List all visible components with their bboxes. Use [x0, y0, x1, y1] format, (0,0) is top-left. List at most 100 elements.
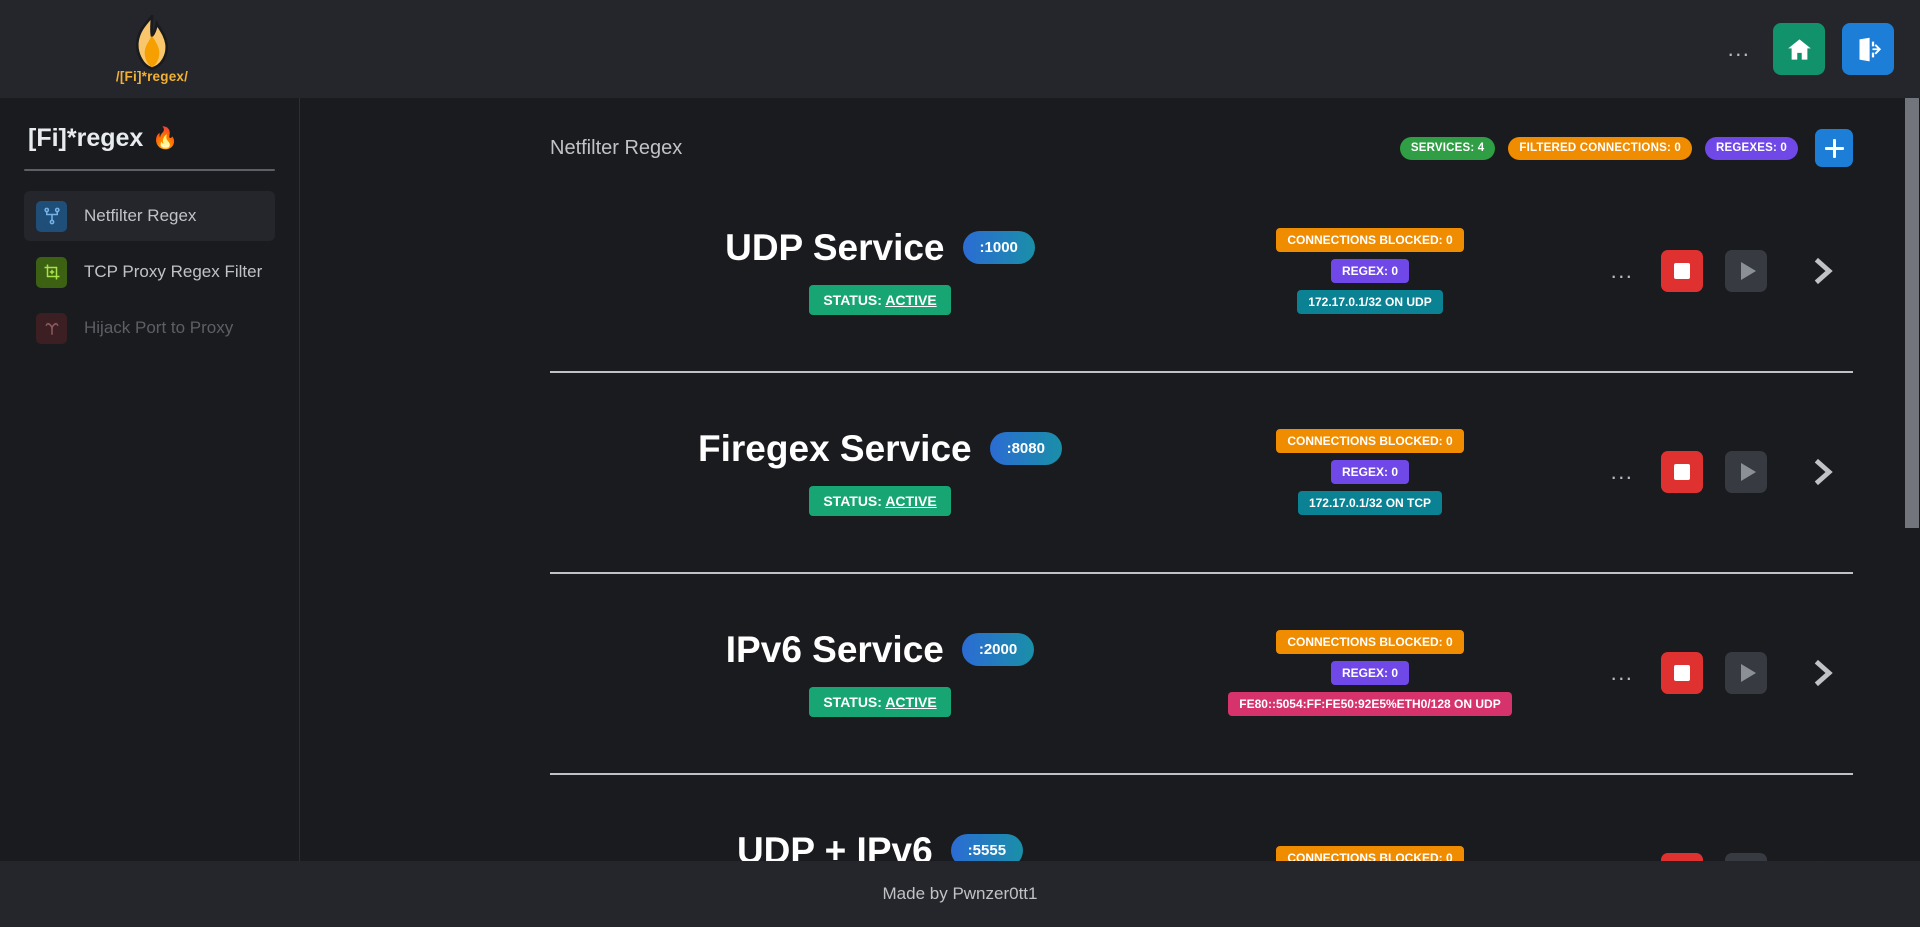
- service-actions: ...: [1530, 449, 1853, 495]
- stop-service-button[interactable]: [1661, 450, 1703, 493]
- regex-count-badge: REGEX: 0: [1330, 258, 1409, 283]
- service-more-button[interactable]: ...: [1605, 455, 1639, 489]
- flame-icon: [135, 14, 169, 70]
- service-row: UDP + IPv6 :5555 STATUS: ACTIVE CONNECTI…: [300, 773, 1905, 861]
- sidebar-title-text: [Fi]*regex: [28, 124, 144, 152]
- logout-icon: [1859, 37, 1881, 61]
- service-details-button[interactable]: [1799, 248, 1845, 294]
- service-name: Firegex Service: [698, 427, 972, 469]
- service-status-prefix: STATUS:: [823, 492, 886, 509]
- service-more-button[interactable]: ...: [1605, 656, 1639, 690]
- service-actions: ...: [1530, 650, 1853, 696]
- connections-blocked-badge: CONNECTIONS BLOCKED: 0: [1276, 629, 1464, 654]
- service-target-badge: 172.17.0.1/32 ON UDP: [1297, 289, 1443, 314]
- stop-icon: [1674, 463, 1690, 480]
- status-badge-services: SERVICES: 4: [1399, 136, 1496, 160]
- start-service-button: [1725, 651, 1767, 694]
- stop-service-button[interactable]: [1661, 852, 1703, 861]
- flame-emoji-icon: 🔥: [152, 126, 179, 150]
- brand-text: /[Fi]*regex/: [115, 68, 189, 84]
- service-status-prefix: STATUS:: [823, 693, 886, 710]
- main-content: Netfilter Regex SERVICES: 4 FILTERED CON…: [300, 98, 1905, 861]
- sidebar-item-label: Hijack Port to Proxy: [84, 318, 234, 337]
- regex-count-badge: REGEX: 0: [1330, 660, 1409, 685]
- service-row: UDP Service :1000 STATUS: ACTIVE CONNECT…: [300, 170, 1905, 371]
- app-logo[interactable]: /[Fi]*regex/: [0, 0, 300, 98]
- status-badge-filtered-connections: FILTERED CONNECTIONS: 0: [1508, 136, 1692, 160]
- service-status-badge[interactable]: STATUS: ACTIVE: [809, 485, 951, 516]
- page-header-badges: SERVICES: 4 FILTERED CONNECTIONS: 0 REGE…: [1399, 129, 1853, 167]
- service-port-badge: :5555: [950, 834, 1024, 861]
- service-stats: CONNECTIONS BLOCKED: 0 REGEX: 0 172.17.0…: [1210, 428, 1530, 515]
- sidebar: [Fi]*regex 🔥 Netfilter Regex TCP Proxy R…: [0, 98, 300, 861]
- service-port-badge: :2000: [961, 633, 1035, 666]
- service-stats: CONNECTIONS BLOCKED: 0 REGEX: 0 172.17.0…: [1210, 227, 1530, 314]
- service-actions: ...: [1530, 851, 1853, 861]
- service-more-button[interactable]: ...: [1605, 254, 1639, 288]
- service-name: UDP + IPv6: [736, 829, 933, 862]
- start-service-button: [1725, 852, 1767, 861]
- branch-arrows-icon: [36, 312, 67, 344]
- service-identity: IPv6 Service :2000 STATUS: ACTIVE: [550, 629, 1210, 717]
- service-identity: Firegex Service :8080 STATUS: ACTIVE: [550, 428, 1210, 516]
- stop-icon: [1674, 262, 1690, 279]
- service-port-badge: :8080: [989, 432, 1062, 465]
- status-badge-regexes: REGEXES: 0: [1704, 136, 1798, 160]
- service-status-value[interactable]: ACTIVE: [885, 492, 937, 509]
- service-actions: ...: [1530, 248, 1853, 294]
- connections-blocked-badge: CONNECTIONS BLOCKED: 0: [1276, 846, 1464, 861]
- service-stats: CONNECTIONS BLOCKED: 0 REGEX: 0: [1210, 846, 1530, 861]
- sidebar-item-netfilter-regex[interactable]: Netfilter Regex: [24, 191, 275, 241]
- service-status-badge[interactable]: STATUS: ACTIVE: [809, 686, 951, 717]
- logout-button[interactable]: [1842, 23, 1894, 75]
- home-button[interactable]: [1773, 23, 1825, 75]
- service-status-prefix: STATUS:: [823, 291, 886, 308]
- chevron-right-icon: [1814, 458, 1833, 485]
- stop-service-button[interactable]: [1661, 249, 1703, 292]
- connections-blocked-badge: CONNECTIONS BLOCKED: 0: [1276, 227, 1464, 252]
- netfilter-icon: [36, 200, 67, 232]
- sidebar-title: [Fi]*regex 🔥: [24, 120, 275, 153]
- service-identity: UDP Service :1000 STATUS: ACTIVE: [550, 227, 1210, 315]
- service-row: IPv6 Service :2000 STATUS: ACTIVE CONNEC…: [300, 572, 1905, 773]
- service-port-badge: :1000: [962, 231, 1035, 264]
- regex-count-badge: REGEX: 0: [1330, 459, 1409, 484]
- chevron-right-icon: [1814, 659, 1833, 686]
- connections-blocked-badge: CONNECTIONS BLOCKED: 0: [1276, 428, 1464, 453]
- service-details-button[interactable]: [1799, 851, 1845, 861]
- play-icon: [1740, 462, 1756, 481]
- service-status-badge[interactable]: STATUS: ACTIVE: [809, 284, 951, 315]
- service-target-badge: FE80::5054:FF:FE50:92E5%ETH0/128 ON UDP: [1228, 691, 1512, 716]
- service-name: IPv6 Service: [725, 628, 944, 670]
- service-identity: UDP + IPv6 :5555 STATUS: ACTIVE: [550, 829, 1210, 862]
- scrollbar-thumb[interactable]: [1905, 98, 1919, 528]
- play-icon: [1740, 663, 1756, 682]
- sidebar-divider: [24, 169, 275, 171]
- service-stats: CONNECTIONS BLOCKED: 0 REGEX: 0 FE80::50…: [1210, 629, 1530, 716]
- start-service-button: [1725, 249, 1767, 292]
- play-icon: [1740, 261, 1756, 280]
- home-icon: [1787, 38, 1811, 60]
- sidebar-item-label: Netfilter Regex: [84, 206, 197, 225]
- top-bar-actions: ...: [1722, 23, 1894, 75]
- sidebar-item-hijack-port-to-proxy: Hijack Port to Proxy: [24, 303, 275, 353]
- service-status-value[interactable]: ACTIVE: [885, 693, 937, 710]
- sidebar-item-label: TCP Proxy Regex Filter: [84, 262, 263, 281]
- page-title: Netfilter Regex: [550, 136, 683, 159]
- page-scrollbar[interactable]: [1903, 98, 1920, 861]
- service-status-value[interactable]: ACTIVE: [885, 291, 937, 308]
- service-target-badge: 172.17.0.1/32 ON TCP: [1297, 490, 1443, 515]
- sidebar-item-tcp-proxy-regex-filter[interactable]: TCP Proxy Regex Filter: [24, 247, 275, 297]
- footer-credit: Made by Pwnzer0tt1: [882, 884, 1038, 903]
- top-more-button[interactable]: ...: [1722, 32, 1756, 66]
- top-bar: /[Fi]*regex/ ...: [0, 0, 1920, 98]
- chevron-right-icon: [1814, 257, 1833, 284]
- stop-service-button[interactable]: [1661, 651, 1703, 694]
- service-name: UDP Service: [725, 226, 945, 268]
- page-header: Netfilter Regex SERVICES: 4 FILTERED CON…: [300, 98, 1905, 170]
- service-details-button[interactable]: [1799, 650, 1845, 696]
- service-list: UDP Service :1000 STATUS: ACTIVE CONNECT…: [300, 170, 1905, 861]
- add-service-button[interactable]: [1815, 129, 1853, 167]
- service-details-button[interactable]: [1799, 449, 1845, 495]
- service-row: Firegex Service :8080 STATUS: ACTIVE CON…: [300, 371, 1905, 572]
